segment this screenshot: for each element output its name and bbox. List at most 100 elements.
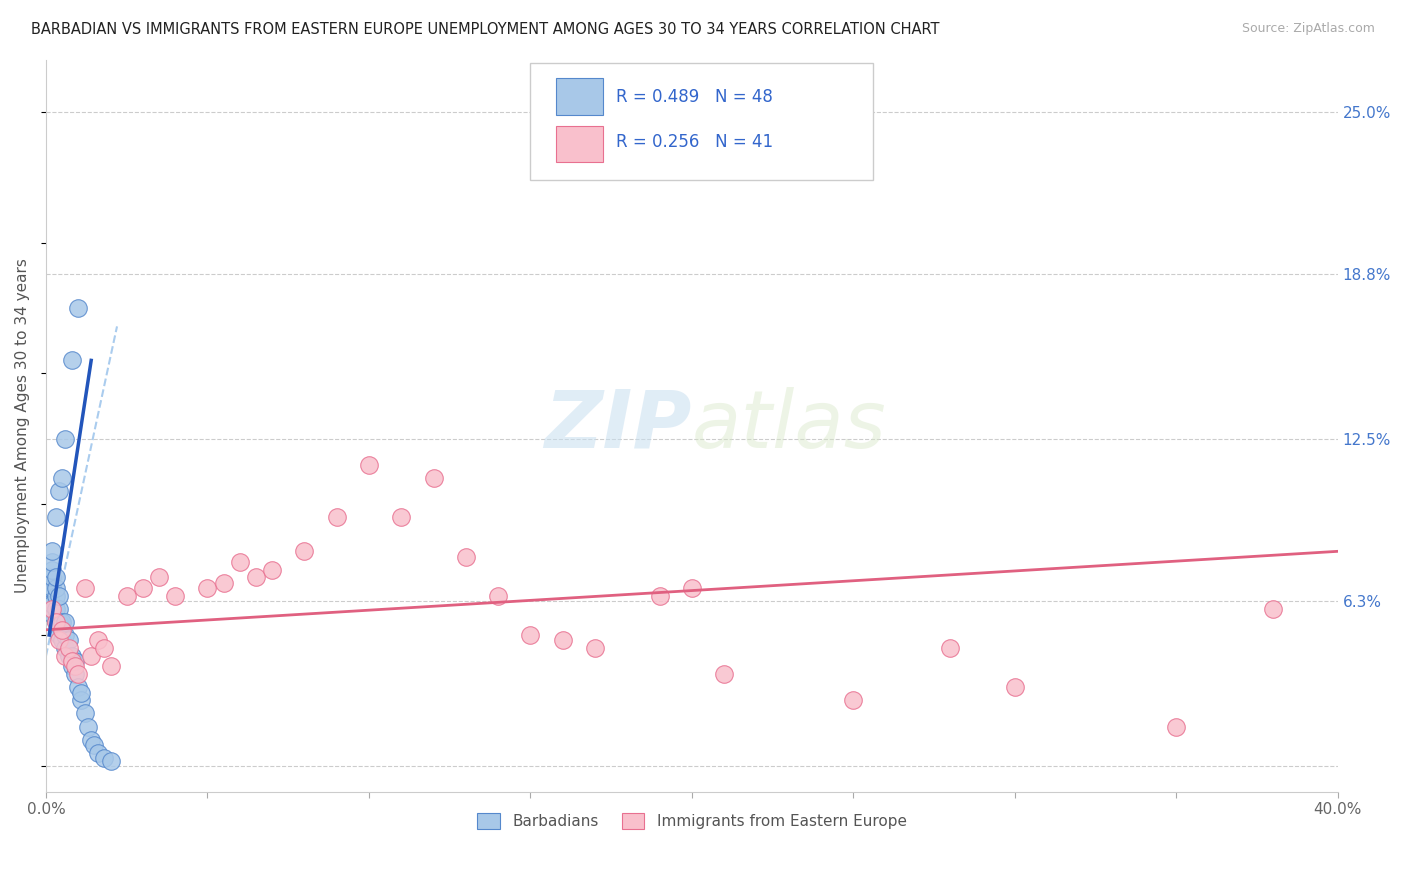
Point	[38, 570, 60, 584]
Point	[51, 471, 73, 485]
Point	[45, 615, 67, 629]
Text: BARBADIAN VS IMMIGRANTS FROM EASTERN EUROPE UNEMPLOYMENT AMONG AGES 30 TO 34 YEA: BARBADIAN VS IMMIGRANTS FROM EASTERN EUR…	[31, 22, 939, 37]
Text: R = 0.489   N = 48: R = 0.489 N = 48	[616, 87, 772, 106]
Point	[41, 602, 63, 616]
Point	[713, 667, 735, 681]
Point	[292, 544, 315, 558]
Point	[58, 648, 80, 663]
Point	[148, 570, 170, 584]
Point	[86, 746, 108, 760]
Point	[212, 575, 235, 590]
Point	[45, 581, 67, 595]
Point	[422, 471, 444, 485]
Point	[38, 589, 60, 603]
Point	[51, 615, 73, 629]
Point	[45, 570, 67, 584]
Point	[73, 706, 96, 721]
Point	[245, 570, 267, 584]
Point	[67, 301, 90, 315]
Point	[41, 563, 63, 577]
Point	[48, 615, 70, 629]
Point	[45, 510, 67, 524]
Point	[77, 720, 100, 734]
Point	[63, 654, 86, 668]
Point	[63, 667, 86, 681]
Point	[51, 623, 73, 637]
Point	[681, 581, 703, 595]
Point	[53, 615, 76, 629]
Point	[80, 732, 103, 747]
Point	[51, 623, 73, 637]
Text: ZIP: ZIP	[544, 387, 692, 465]
Point	[93, 751, 115, 765]
Point	[93, 641, 115, 656]
Point	[229, 555, 252, 569]
Text: atlas: atlas	[692, 387, 887, 465]
Point	[83, 738, 105, 752]
Point	[41, 581, 63, 595]
Point	[60, 654, 83, 668]
Point	[63, 659, 86, 673]
Point	[38, 602, 60, 616]
Point	[70, 693, 93, 707]
Y-axis label: Unemployment Among Ages 30 to 34 years: Unemployment Among Ages 30 to 34 years	[15, 259, 30, 593]
Point	[45, 602, 67, 616]
Point	[41, 597, 63, 611]
Point	[53, 628, 76, 642]
Point	[260, 563, 283, 577]
Point	[45, 589, 67, 603]
Point	[100, 659, 122, 673]
Point	[1004, 681, 1026, 695]
Point	[67, 667, 90, 681]
Point	[939, 641, 962, 656]
Point	[115, 589, 138, 603]
Point	[60, 659, 83, 673]
Point	[48, 602, 70, 616]
Point	[41, 570, 63, 584]
Point	[1166, 720, 1188, 734]
Point	[842, 693, 865, 707]
Point	[325, 510, 347, 524]
Text: R = 0.256   N = 41: R = 0.256 N = 41	[616, 134, 773, 152]
Point	[60, 353, 83, 368]
Point	[100, 754, 122, 768]
Point	[583, 641, 606, 656]
Point	[67, 681, 90, 695]
Point	[648, 589, 671, 603]
Point	[389, 510, 412, 524]
Point	[519, 628, 541, 642]
Legend: Barbadians, Immigrants from Eastern Europe: Barbadians, Immigrants from Eastern Euro…	[471, 806, 912, 836]
Point	[60, 648, 83, 663]
Point	[51, 633, 73, 648]
Point	[454, 549, 477, 564]
Point	[53, 432, 76, 446]
Point	[48, 589, 70, 603]
Point	[58, 641, 80, 656]
Point	[48, 628, 70, 642]
Point	[80, 648, 103, 663]
Point	[45, 615, 67, 629]
Point	[551, 633, 574, 648]
Point	[86, 633, 108, 648]
Point	[1263, 602, 1285, 616]
Point	[53, 648, 76, 663]
Point	[70, 685, 93, 699]
Text: Source: ZipAtlas.com: Source: ZipAtlas.com	[1241, 22, 1375, 36]
Point	[38, 581, 60, 595]
Point	[41, 555, 63, 569]
FancyBboxPatch shape	[557, 78, 603, 115]
Point	[73, 581, 96, 595]
Point	[357, 458, 380, 472]
FancyBboxPatch shape	[530, 63, 873, 180]
Point	[58, 633, 80, 648]
Point	[41, 607, 63, 621]
Point	[165, 589, 187, 603]
Point	[48, 484, 70, 499]
Point	[41, 544, 63, 558]
Point	[486, 589, 509, 603]
Point	[48, 633, 70, 648]
Point	[132, 581, 155, 595]
Point	[53, 641, 76, 656]
FancyBboxPatch shape	[557, 126, 603, 162]
Point	[197, 581, 219, 595]
